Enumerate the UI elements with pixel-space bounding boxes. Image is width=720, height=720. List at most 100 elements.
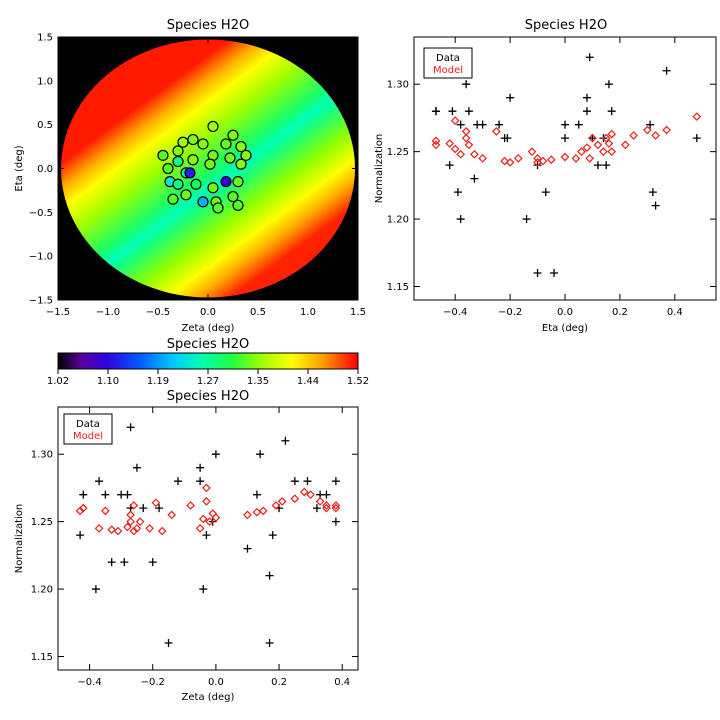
eta-data-point	[646, 120, 655, 129]
map-point	[184, 167, 196, 179]
zeta-title: Species H2O	[167, 389, 249, 404]
zeta-data-point	[164, 639, 173, 648]
zeta-data-point	[256, 450, 265, 459]
eta-model-point	[607, 129, 617, 139]
eta-model-point	[577, 147, 586, 156]
zeta-model-point	[205, 517, 214, 526]
zeta-model-point	[277, 497, 287, 506]
zeta-model-point	[126, 517, 135, 526]
zeta-data-point	[123, 490, 132, 499]
eta-model-point	[450, 144, 460, 154]
zeta-model-point	[258, 506, 268, 516]
map-image	[58, 37, 358, 300]
eta-data-point	[561, 134, 569, 143]
map-point	[235, 158, 247, 170]
eta-data-point	[602, 161, 611, 170]
map-xtick-label: −0.5	[146, 307, 170, 318]
eta-data-point	[431, 107, 440, 116]
zeta-data-point	[290, 477, 299, 486]
map-points	[157, 120, 252, 214]
eta-x-axis: −0.4 −0.2 0.0 0.2 0.4	[443, 37, 683, 318]
zeta-model-point	[101, 506, 110, 516]
colorbar-ramp	[57, 352, 359, 370]
eta-model-point	[585, 154, 595, 163]
zeta-data-point	[243, 544, 252, 553]
eta-title: Species H2O	[525, 18, 607, 33]
zeta-panel: Species H2O −0.4 −0.2 0.0 0.2 0.4 1.151.201.…	[14, 389, 359, 703]
eta-model-point	[470, 149, 479, 159]
zeta-model-point	[198, 514, 208, 524]
eta-xtick-label: −0.4	[443, 307, 467, 318]
colorbar-tick-label: 1.52	[347, 376, 369, 387]
zeta-ytick-label: 1.15	[31, 652, 53, 663]
zeta-model-point	[290, 494, 300, 504]
eta-data-point	[470, 174, 479, 183]
eta-data-point	[456, 120, 465, 129]
map-xtick-label: −1.5	[46, 307, 70, 318]
zeta-model-point	[195, 524, 205, 533]
eta-ytick-label: 1.30	[387, 80, 409, 91]
map-xtick-label: 0.5	[250, 307, 266, 318]
eta-model-point	[527, 147, 537, 156]
map-ytick-label: −1.0	[29, 252, 53, 263]
zeta-model-point	[306, 490, 315, 500]
zeta-data-point	[312, 504, 321, 513]
zeta-data-point	[95, 477, 104, 486]
eta-data-point	[604, 80, 613, 89]
eta-model-point	[692, 112, 702, 121]
eta-model-point	[643, 125, 652, 135]
zeta-model-point	[157, 526, 167, 536]
colorbar-ticks: 1.02 1.10 1.19 1.27 1.35 1.44 1.52	[47, 369, 369, 387]
map-point	[190, 178, 202, 190]
zeta-xtick-label: 0.4	[334, 677, 350, 688]
zeta-model-point	[299, 487, 309, 497]
zeta-ytick-label: 1.30	[31, 450, 53, 461]
map-panel: Species H2O	[14, 18, 366, 334]
zeta-xtick-label: 0.0	[208, 677, 224, 688]
map-point	[232, 199, 244, 211]
map-point	[232, 176, 244, 188]
map-ytick-label: −1.5	[29, 296, 53, 307]
eta-model-point	[456, 149, 466, 159]
eta-model-point	[513, 154, 523, 163]
colorbar-tick-label: 1.27	[197, 376, 219, 387]
eta-data-point	[533, 269, 542, 278]
eta-data-point	[593, 161, 602, 170]
eta-model-point	[450, 116, 460, 125]
zeta-data-point	[268, 531, 277, 540]
zeta-model-point	[94, 524, 104, 533]
eta-legend: Data Model	[423, 47, 473, 79]
zeta-data-point	[79, 490, 88, 499]
zeta-legend: Data Model	[63, 413, 113, 445]
eta-xtick-label: −0.2	[498, 307, 522, 318]
map-x-axis: −1.5 −1.0 −0.5 0.0 0.5 1.0 1.5	[46, 37, 366, 318]
eta-data-point	[445, 161, 454, 170]
eta-model-point	[478, 154, 487, 163]
map-point	[227, 190, 239, 203]
eta-model-point	[560, 152, 570, 162]
zeta-data-point	[202, 531, 211, 540]
eta-model-point	[533, 154, 542, 163]
map-ytick-label: 1.0	[37, 76, 53, 87]
map-point	[172, 145, 184, 157]
map-point	[220, 176, 232, 188]
zeta-data-point	[331, 477, 340, 486]
map-xtick-label: 0.0	[200, 307, 216, 318]
eta-model-point	[599, 147, 608, 156]
map-ytick-label: 0.0	[37, 164, 53, 175]
map-point	[162, 162, 174, 175]
eta-points	[431, 53, 702, 278]
eta-data-point	[582, 93, 591, 102]
zeta-data-point	[199, 585, 208, 594]
zeta-model-point	[167, 510, 177, 520]
zeta-y-axis: 1.15 1.20 1.25 1.30	[31, 450, 358, 663]
map-point	[172, 155, 184, 168]
eta-data-point	[503, 134, 512, 143]
map-ylabel: Eta (deg)	[14, 145, 25, 191]
map-point	[172, 178, 184, 190]
eta-data-point	[662, 66, 671, 75]
eta-legend-box	[423, 47, 473, 79]
eta-model-point	[651, 131, 660, 140]
zeta-model-point	[271, 501, 281, 510]
